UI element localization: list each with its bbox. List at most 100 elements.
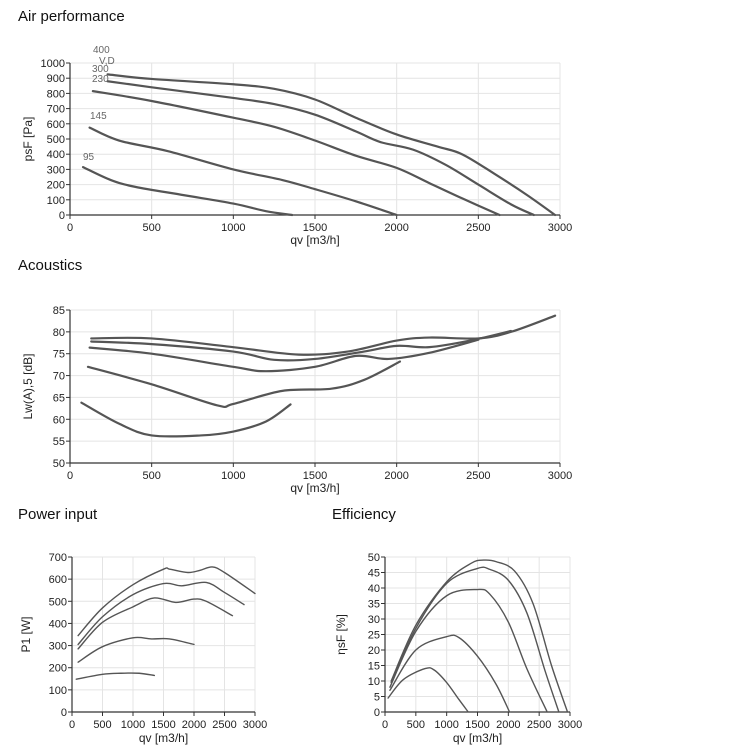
- acoustics-chart: 50 55 60 65 70 75 80 85 0 500 1000 1500 2000 2500 3000…: [21, 305, 572, 495]
- air-performance-ytick-label: 500: [47, 134, 65, 146]
- power-input-series-95: [75, 672, 156, 680]
- air-performance-series-300: [106, 80, 535, 217]
- efficiency-x-axis-label: qv [m3/h]: [453, 731, 502, 745]
- efficiency-ytick-label: 40: [368, 583, 380, 595]
- efficiency-xtick-label: 1500: [465, 719, 489, 731]
- air-performance-ytick-label: 800: [47, 88, 65, 100]
- power-input-series-230: [77, 597, 234, 650]
- air-performance-ytick-label: 1000: [41, 58, 65, 70]
- efficiency-ytick-label: 0: [374, 707, 380, 719]
- power-input-y-axis-label: P1 [W]: [19, 616, 33, 652]
- air-performance-xtick-label: 1000: [221, 222, 245, 234]
- acoustics-series-230: [88, 338, 480, 373]
- efficiency-ytick-label: 20: [368, 645, 380, 657]
- power-input-series-300: [77, 581, 245, 646]
- power-input-ytick-label: 0: [61, 707, 67, 719]
- efficiency-series-300: [390, 566, 560, 713]
- acoustics-series-400: [90, 314, 557, 356]
- air-performance-xtick-label: 3000: [548, 222, 572, 234]
- air-performance-ytick-label: 900: [47, 73, 65, 85]
- power-input-ytick-label: 400: [49, 618, 67, 630]
- power-input-xtick-label: 2000: [182, 719, 206, 731]
- air-performance-curve-label: 300: [92, 64, 109, 75]
- power-input-xtick-label: 2500: [212, 719, 236, 731]
- air-performance-series-400: [106, 73, 557, 217]
- efficiency-series-400: [390, 559, 569, 713]
- efficiency-xtick-label: 0: [382, 719, 388, 731]
- efficiency-ytick-label: 45: [368, 568, 380, 580]
- acoustics-title: Acoustics: [18, 257, 83, 274]
- acoustics-series-300: [90, 329, 513, 362]
- power-input-xtick-label: 3000: [243, 719, 267, 731]
- air-performance-ytick-label: 400: [47, 149, 65, 161]
- power-input-series-400: [77, 566, 256, 637]
- efficiency-xtick-label: 2000: [496, 719, 520, 731]
- acoustics-ytick-label: 50: [53, 458, 65, 470]
- air-performance-series-230: [91, 90, 501, 217]
- efficiency-y-axis-label: ηsF [%]: [334, 614, 348, 655]
- acoustics-xtick-label: 1000: [221, 470, 245, 482]
- power-input-ytick-label: 300: [49, 641, 67, 653]
- acoustics-xtick-label: 2000: [384, 470, 408, 482]
- efficiency-ytick-label: 10: [368, 676, 380, 688]
- air-performance-ytick-label: 600: [47, 119, 65, 131]
- air-performance-curve-label: 145: [90, 111, 107, 122]
- air-performance-xtick-label: 2500: [466, 222, 490, 234]
- acoustics-x-axis-label: qv [m3/h]: [290, 481, 339, 495]
- power-input-ytick-label: 500: [49, 596, 67, 608]
- acoustics-y-axis-label: Lw(A),5 [dB]: [21, 353, 35, 419]
- efficiency-ytick-label: 5: [374, 692, 380, 704]
- efficiency-ytick-label: 35: [368, 599, 380, 611]
- power-input-xtick-label: 1000: [121, 719, 145, 731]
- air-performance-y-axis-label: psF [Pa]: [21, 117, 35, 162]
- air-performance-curve-label: 95: [83, 152, 95, 163]
- power-input-chart: 0 100 200 300 400 500 600 700 0 500 1000 1500 2000 25…: [19, 552, 267, 745]
- air-performance-xtick-label: 1500: [303, 222, 327, 234]
- air-performance-x-axis-label: qv [m3/h]: [290, 233, 339, 247]
- power-input-title: Power input: [18, 506, 98, 523]
- efficiency-xtick-label: 500: [407, 719, 425, 731]
- acoustics-xtick-label: 1500: [303, 470, 327, 482]
- air-performance-ytick-label: 700: [47, 104, 65, 116]
- air-performance-ytick-label: 300: [47, 164, 65, 176]
- efficiency-ytick-label: 30: [368, 614, 380, 626]
- acoustics-ytick-label: 75: [53, 349, 65, 361]
- power-input-ytick-label: 200: [49, 663, 67, 675]
- power-input-ytick-label: 100: [49, 685, 67, 697]
- acoustics-xtick-label: 0: [67, 470, 73, 482]
- efficiency-ytick-label: 15: [368, 661, 380, 673]
- air-performance-ytick-label: 200: [47, 180, 65, 192]
- air-performance-xtick-label: 2000: [384, 222, 408, 234]
- efficiency-ytick-label: 25: [368, 630, 380, 642]
- acoustics-ytick-label: 55: [53, 436, 65, 448]
- acoustics-xtick-label: 2500: [466, 470, 490, 482]
- air-performance-curve-label: 230: [92, 74, 109, 85]
- acoustics-ytick-label: 70: [53, 371, 65, 383]
- efficiency-xtick-label: 3000: [558, 719, 582, 731]
- power-input-xtick-label: 500: [93, 719, 111, 731]
- acoustics-xtick-label: 500: [142, 470, 160, 482]
- air-performance-chart: 0 100 200 300 400 500 600 700 800 900 1000 0 500 1000…: [21, 45, 572, 247]
- power-input-xtick-label: 0: [69, 719, 75, 731]
- acoustics-ytick-label: 65: [53, 392, 65, 404]
- air-performance-xtick-label: 0: [67, 222, 73, 234]
- efficiency-xtick-label: 2500: [527, 719, 551, 731]
- air-performance-ytick-label: 100: [47, 195, 65, 207]
- efficiency-title: Efficiency: [332, 506, 396, 523]
- air-performance-curve-label: V,D: [99, 56, 115, 67]
- acoustics-ytick-label: 80: [53, 327, 65, 339]
- air-performance-curve-label: 400: [93, 45, 110, 56]
- efficiency-series-145: [389, 634, 511, 713]
- efficiency-xtick-label: 1000: [434, 719, 458, 731]
- efficiency-ytick-label: 50: [368, 552, 380, 564]
- acoustics-ytick-label: 85: [53, 305, 65, 317]
- air-performance-ytick-label: 0: [59, 210, 65, 222]
- power-input-series-145: [77, 636, 195, 663]
- air-performance-xtick-label: 500: [142, 222, 160, 234]
- efficiency-series-230: [389, 588, 548, 713]
- power-input-x-axis-label: qv [m3/h]: [139, 731, 188, 745]
- efficiency-series-95: [387, 667, 469, 713]
- acoustics-xtick-label: 3000: [548, 470, 572, 482]
